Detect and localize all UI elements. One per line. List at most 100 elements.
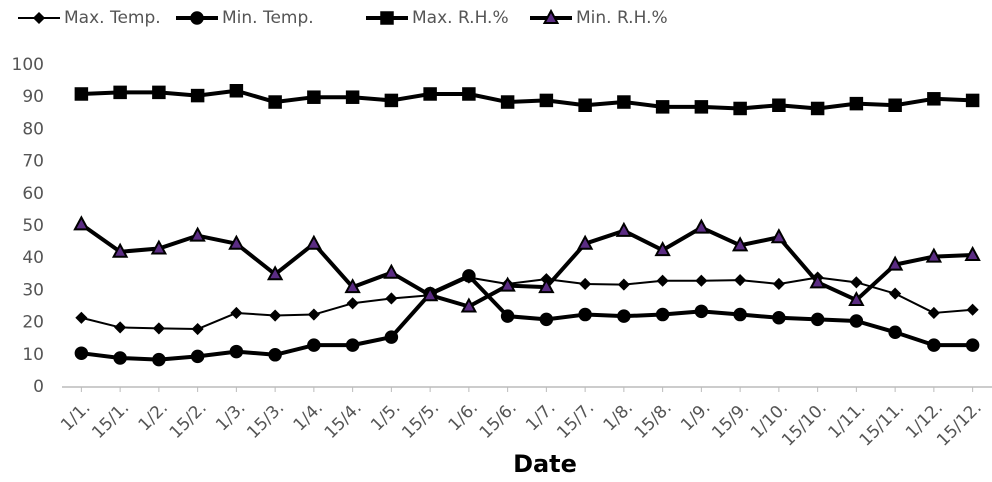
data-point bbox=[152, 322, 165, 335]
data-point bbox=[615, 221, 633, 237]
legend-marker bbox=[542, 8, 560, 24]
data-point bbox=[694, 304, 709, 319]
data-point bbox=[74, 87, 89, 101]
data-point bbox=[152, 85, 166, 100]
data-point bbox=[772, 277, 785, 291]
data-point bbox=[809, 273, 826, 289]
data-point bbox=[500, 309, 515, 323]
data-point bbox=[385, 292, 398, 305]
data-point bbox=[888, 325, 902, 340]
data-point bbox=[733, 101, 747, 116]
data-point bbox=[849, 96, 864, 111]
data-point bbox=[268, 95, 282, 109]
x-tick-label: 15/5. bbox=[398, 398, 443, 443]
data-point bbox=[189, 226, 206, 242]
x-tick-label: 15/12. bbox=[933, 398, 986, 451]
data-point bbox=[114, 321, 127, 334]
data-point bbox=[886, 255, 904, 271]
data-point bbox=[346, 297, 359, 310]
data-point bbox=[268, 348, 282, 362]
data-point bbox=[927, 92, 941, 106]
data-point bbox=[578, 307, 592, 322]
data-point bbox=[305, 234, 323, 250]
y-tick-label: 10 bbox=[22, 345, 44, 365]
data-point bbox=[849, 314, 864, 328]
data-point bbox=[113, 351, 127, 365]
y-tick-label: 80 bbox=[22, 119, 44, 139]
data-point bbox=[152, 352, 166, 367]
data-point bbox=[617, 309, 631, 323]
x-tick-label: 15/4. bbox=[321, 398, 366, 443]
data-point bbox=[228, 234, 245, 250]
x-tick-label: 15/2. bbox=[166, 398, 211, 443]
data-point bbox=[384, 330, 399, 344]
data-point bbox=[850, 276, 863, 289]
data-point bbox=[150, 239, 168, 255]
data-point bbox=[539, 93, 554, 108]
data-point bbox=[966, 303, 979, 316]
legend-marker bbox=[380, 11, 394, 25]
data-point bbox=[965, 93, 980, 108]
x-tick-label: 15/9. bbox=[708, 398, 753, 443]
data-point bbox=[888, 98, 902, 112]
data-point bbox=[499, 276, 516, 292]
data-point bbox=[654, 241, 671, 257]
data-point bbox=[655, 307, 670, 322]
data-point bbox=[75, 311, 88, 324]
data-point bbox=[694, 100, 709, 114]
x-tick-label: 15/10. bbox=[778, 398, 831, 451]
data-point bbox=[423, 87, 437, 101]
data-point bbox=[965, 338, 980, 352]
data-point bbox=[113, 85, 127, 100]
data-point bbox=[269, 309, 282, 322]
data-point bbox=[345, 338, 360, 352]
data-point bbox=[460, 297, 478, 313]
data-point bbox=[307, 308, 320, 321]
data-point bbox=[964, 245, 981, 261]
data-point bbox=[578, 98, 592, 112]
legend-label: Max. Temp. bbox=[64, 8, 161, 28]
data-point bbox=[693, 218, 710, 234]
legend-label: Min. R.H.% bbox=[576, 8, 668, 28]
data-point bbox=[656, 274, 669, 287]
data-point bbox=[617, 95, 631, 109]
data-point bbox=[810, 101, 825, 116]
y-tick-label: 60 bbox=[22, 184, 44, 204]
data-point bbox=[539, 312, 554, 327]
y-tick-label: 100 bbox=[12, 55, 44, 75]
legend-marker bbox=[190, 11, 204, 25]
data-point bbox=[733, 307, 747, 322]
data-point bbox=[848, 290, 865, 307]
legend-label: Min. Temp. bbox=[222, 8, 314, 28]
y-tick-label: 20 bbox=[22, 313, 44, 333]
data-point bbox=[421, 286, 439, 302]
data-point bbox=[190, 88, 205, 103]
data-point bbox=[266, 265, 284, 281]
series-line bbox=[81, 88, 973, 111]
legend-marker bbox=[32, 11, 46, 25]
y-tick-label: 90 bbox=[22, 87, 44, 107]
data-point bbox=[384, 93, 399, 108]
data-point bbox=[190, 349, 205, 364]
data-point bbox=[307, 90, 321, 104]
data-point bbox=[74, 346, 89, 360]
y-tick-label: 50 bbox=[22, 216, 44, 236]
data-point bbox=[462, 269, 476, 283]
data-point bbox=[579, 277, 592, 291]
data-point bbox=[344, 278, 361, 294]
data-point bbox=[307, 338, 321, 352]
data-point bbox=[925, 247, 943, 263]
y-tick-label: 70 bbox=[22, 152, 44, 172]
data-point bbox=[772, 98, 786, 112]
data-point bbox=[695, 274, 708, 287]
x-tick-label: 15/11. bbox=[856, 398, 909, 451]
data-point bbox=[889, 287, 902, 300]
x-tick-label: 15/6. bbox=[476, 398, 521, 443]
legend-label: Max. R.H.% bbox=[412, 8, 509, 28]
data-point bbox=[229, 344, 244, 359]
data-point bbox=[383, 263, 400, 279]
data-point bbox=[576, 234, 594, 250]
data-point bbox=[734, 274, 747, 287]
x-tick-label: 15/1. bbox=[88, 398, 133, 443]
